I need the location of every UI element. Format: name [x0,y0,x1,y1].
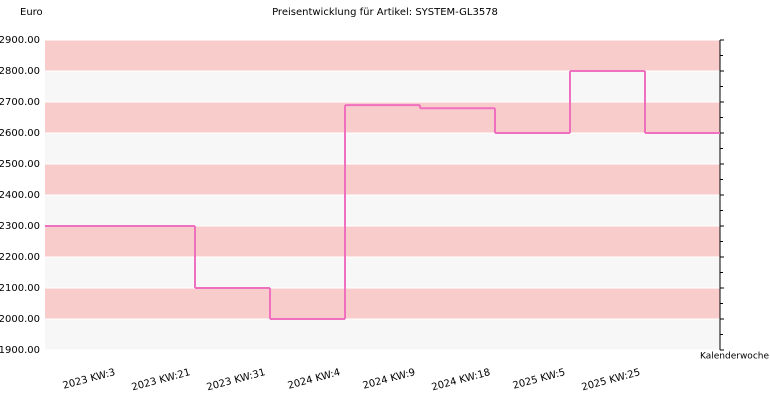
y-tick-label: 2800.00 [0,66,40,77]
x-tick-label: 2024 KW:9 [362,367,417,392]
y-tick-label: 2600.00 [0,128,40,139]
x-tick-label: 2023 KW:31 [206,367,267,393]
band [45,71,720,102]
y-tick-label: 2700.00 [0,97,40,108]
y-tick-label: 2500.00 [0,159,40,170]
y-axis-label: Euro [20,7,43,18]
band [45,257,720,288]
y-tick-label: 2100.00 [0,283,40,294]
y-tick-label: 1900.00 [0,345,40,356]
band [45,40,720,71]
y-tick-label: 2900.00 [0,35,40,46]
x-tick-label: 2023 KW:21 [131,367,192,393]
band [45,288,720,319]
y-tick-label: 2200.00 [0,252,40,263]
band [45,102,720,133]
band [45,133,720,164]
y-tick-label: 2000.00 [0,314,40,325]
x-tick-label: 2023 KW:3 [62,367,117,392]
x-tick-label: 2025 KW:25 [581,367,642,393]
chart-title: Preisentwicklung für Artikel: SYSTEM-GL3… [272,7,498,18]
x-tick-label: 2025 KW:5 [512,367,567,392]
band [45,226,720,257]
band [45,164,720,195]
y-tick-label: 2300.00 [0,221,40,232]
bands [45,40,720,350]
x-tick-label: 2024 KW:18 [431,367,492,393]
x-axis-label: Kalenderwoche [700,352,769,362]
band [45,195,720,226]
y-tick-label: 2400.00 [0,190,40,201]
x-tick-label: 2024 KW:4 [287,367,342,392]
band [45,319,720,350]
